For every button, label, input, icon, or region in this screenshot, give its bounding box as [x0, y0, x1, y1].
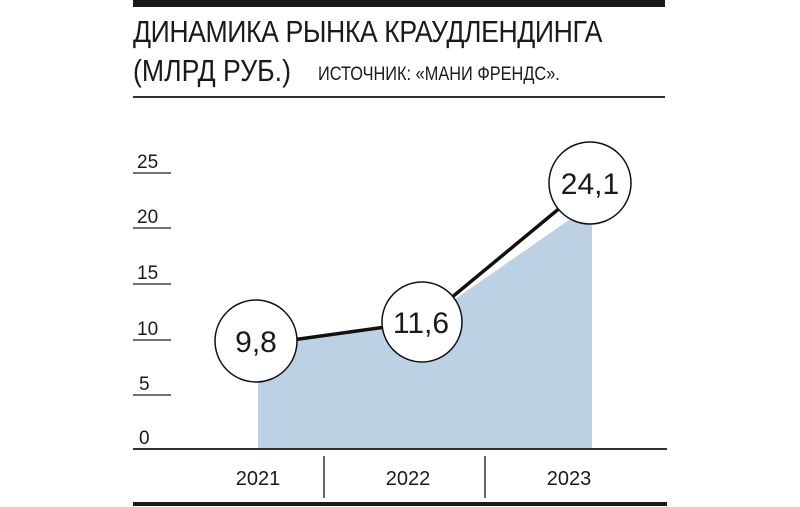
chart-units: (МЛРД РУБ.) [133, 53, 291, 88]
y-axis: 25 20 15 10 5 0 [133, 152, 171, 449]
header-rule [133, 96, 665, 98]
value-label-2021: 9,8 [235, 326, 277, 359]
y-tick-25: 25 [137, 152, 158, 173]
point-2022: 11,6 [381, 281, 463, 363]
x-label-2022: 2022 [386, 468, 431, 490]
chart-source: ИСТОЧНИК: «МАНИ ФРЕНДС». [318, 64, 560, 85]
x-axis: 2021 2022 2023 [236, 456, 592, 498]
y-tick-15: 15 [137, 263, 158, 284]
y-tick-5: 5 [139, 374, 150, 395]
value-label-2023: 24,1 [561, 168, 619, 201]
point-2023: 24,1 [548, 141, 632, 225]
x-label-2021: 2021 [236, 468, 281, 490]
y-tick-0: 0 [139, 428, 150, 449]
y-tick-10: 10 [137, 319, 158, 340]
top-bar [133, 0, 665, 7]
y-tick-20: 20 [137, 207, 158, 228]
point-2021: 9,8 [214, 299, 298, 383]
value-label-2022: 11,6 [393, 307, 449, 340]
chart-title: ДИНАМИКА РЫНКА КРАУДЛЕНДИНГА [133, 14, 603, 49]
x-label-2023: 2023 [547, 468, 592, 490]
